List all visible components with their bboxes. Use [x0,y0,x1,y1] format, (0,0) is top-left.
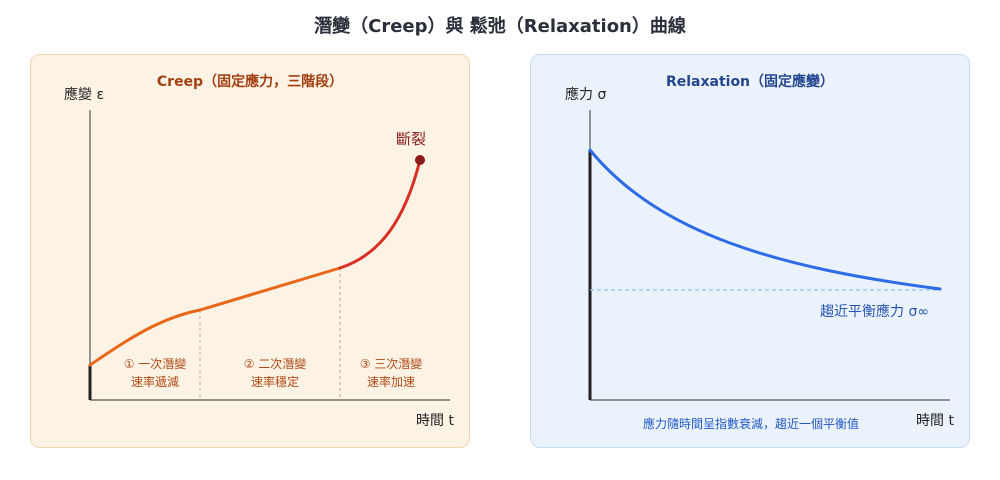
creep-x-axis-label: 時間 t [416,413,454,429]
equilibrium-label: 趨近平衡應力 σ∞ [820,304,929,320]
rupture-point [415,155,425,165]
stage-primary-name: ① 一次潛變 [123,357,187,371]
main-title: 潛變（Creep）與 鬆弛（Relaxation）曲線 [314,16,686,37]
stage-primary-desc: 速率遞減 [130,375,179,389]
stage-tertiary: ③ 三次潛變 速率加速 [336,355,446,391]
stage-secondary: ② 二次潛變 速率穩定 [220,355,330,391]
creep-curve-primary-secondary [88,266,342,367]
creep-y-axis-label: 應變 ε [64,87,105,103]
relaxation-x-axis-label: 時間 t [916,413,954,429]
stage-tertiary-desc: 速率加速 [366,375,415,389]
relaxation-panel-title: Relaxation（固定應變） [665,74,835,90]
creep-panel: Creep（固定應力，三階段） [30,54,470,448]
stage-secondary-desc: 速率穩定 [250,375,299,389]
relaxation-y-axis-label: 應力 σ [565,87,607,103]
stage-primary: ① 一次潛變 速率遞減 [100,355,210,391]
relaxation-curve [588,148,942,291]
stage-tertiary-name: ③ 三次潛變 [359,357,423,371]
relaxation-note: 應力隨時間呈指數衰減，趨近一個平衡值 [643,417,860,431]
stage-secondary-name: ② 二次潛變 [243,357,307,371]
creep-panel-title: Creep（固定應力，三階段） [156,74,344,90]
creep-curve-tertiary [338,158,422,270]
rupture-label: 斷裂 [396,130,427,148]
